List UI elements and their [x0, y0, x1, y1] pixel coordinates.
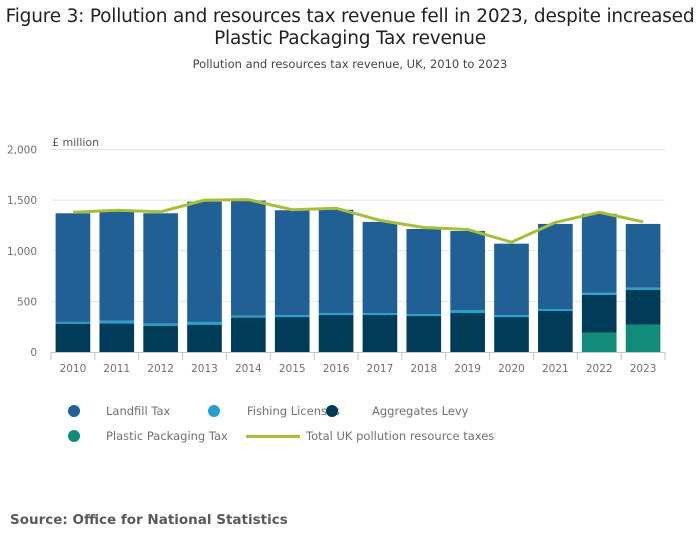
bar-segment-aggregates	[581, 294, 617, 333]
y-tick-label: 2,000	[7, 145, 37, 157]
bar-segment-landfill	[625, 223, 661, 288]
bar-segment-aggregates	[538, 310, 573, 352]
bar-segment-fishing	[99, 320, 135, 324]
x-tick-label: 2022	[586, 363, 613, 375]
bar-segment-fishing	[450, 309, 485, 314]
chart-subtitle: Pollution and resources tax revenue, UK,…	[192, 57, 508, 71]
bar-segment-landfill	[231, 200, 266, 316]
x-tick-label: 2012	[147, 363, 174, 375]
x-tick-label: 2023	[630, 363, 657, 375]
bar-segment-aggregates	[55, 323, 91, 352]
x-tick-label: 2014	[235, 363, 262, 375]
landfill-dot-icon	[68, 405, 80, 417]
x-tick-label: 2015	[279, 363, 306, 375]
x-tick-label: 2020	[498, 363, 525, 375]
legend-label: Plastic Packaging Tax	[106, 429, 228, 443]
legend-label: Fishing Licenses	[247, 404, 341, 418]
legend-item-landfill[interactable]: Landfill Tax	[68, 404, 170, 418]
bar-segment-landfill	[581, 213, 617, 293]
bar-segment-aggregates	[187, 324, 222, 352]
x-tick-label: 2019	[454, 363, 481, 375]
bar-segment-fishing	[318, 313, 354, 316]
bar-segment-aggregates	[494, 317, 529, 352]
bars	[55, 200, 661, 352]
bar-segment-fishing	[362, 313, 398, 316]
total-line	[72, 198, 644, 244]
legend-item-aggregates[interactable]: Aggregates Levy	[326, 404, 469, 418]
bar-segment-fishing	[581, 292, 617, 295]
bar-segment-landfill	[406, 228, 442, 315]
x-tick-label: 2011	[103, 363, 130, 375]
bar-segment-aggregates	[362, 315, 398, 352]
total-line-series	[72, 198, 644, 244]
y-axis-unit-label: £ million	[52, 136, 99, 149]
bar-segment-aggregates	[99, 323, 135, 352]
bar-segment-plastic	[581, 332, 617, 352]
bar-segment-fishing	[55, 321, 91, 324]
y-tick-label: 500	[17, 296, 37, 308]
bar-segment-landfill	[143, 213, 178, 324]
bar-segment-landfill	[99, 211, 135, 321]
bar-segment-fishing	[231, 315, 266, 318]
bar-segment-fishing	[406, 314, 442, 317]
legend-label: Aggregates Levy	[372, 404, 469, 418]
x-tick-label: 2021	[542, 363, 569, 375]
y-tick-label: 1,000	[7, 246, 37, 258]
total-line-icon	[246, 434, 300, 438]
y-tick-label: 1,500	[7, 195, 37, 207]
x-tick-label: 2013	[191, 363, 218, 375]
legend-label: Total UK pollution resource taxes	[306, 429, 495, 443]
x-axis: 2010 2011 2012 2013 2014 2015 2016 2017 2018 2019…	[50, 352, 666, 375]
bar-segment-landfill	[494, 243, 529, 316]
bar-segment-fishing	[538, 308, 573, 311]
bar-segment-landfill	[450, 231, 485, 310]
x-tick-label: 2017	[367, 363, 394, 375]
bar-segment-landfill	[274, 210, 310, 316]
y-axis: 0 500 1,000 1,500 2,000	[7, 145, 37, 360]
legend-item-fishing[interactable]: Fishing Licenses	[208, 404, 340, 418]
bar-segment-landfill	[538, 223, 573, 309]
bar-segment-fishing	[625, 287, 661, 290]
bar-segment-landfill	[55, 213, 91, 322]
bar-segment-aggregates	[274, 317, 310, 352]
bar-segment-landfill	[318, 209, 354, 314]
x-tick-label: 2010	[60, 363, 87, 375]
bar-segment-landfill	[187, 201, 222, 322]
legend-label: Landfill Tax	[106, 404, 171, 418]
y-tick-label: 0	[30, 347, 37, 359]
gridlines	[51, 149, 665, 302]
source-note: Source: Office for National Statistics	[10, 512, 288, 528]
bar-segment-fishing	[143, 323, 178, 326]
x-tick-label: 2016	[323, 363, 350, 375]
bar-segment-plastic	[625, 324, 661, 352]
legend-item-plastic[interactable]: Plastic Packaging Tax	[68, 429, 228, 443]
bar-segment-aggregates	[318, 315, 354, 352]
aggregates-dot-icon	[326, 405, 338, 417]
bar-segment-aggregates	[625, 289, 661, 325]
bar-segment-fishing	[274, 315, 310, 318]
fishing-dot-icon	[208, 405, 220, 417]
bar-segment-aggregates	[143, 325, 178, 352]
bar-segment-aggregates	[406, 316, 442, 352]
legend-item-total[interactable]: Total UK pollution resource taxes	[246, 429, 494, 443]
bar-segment-fishing	[187, 321, 222, 325]
bar-segment-aggregates	[450, 313, 485, 352]
bar-segment-landfill	[362, 221, 398, 314]
bar-segment-aggregates	[231, 317, 266, 352]
chart-title: Figure 3: Pollution and resources tax re…	[5, 6, 695, 49]
plastic-dot-icon	[68, 430, 80, 442]
x-tick-label: 2018	[410, 363, 437, 375]
bar-segment-fishing	[494, 315, 529, 318]
